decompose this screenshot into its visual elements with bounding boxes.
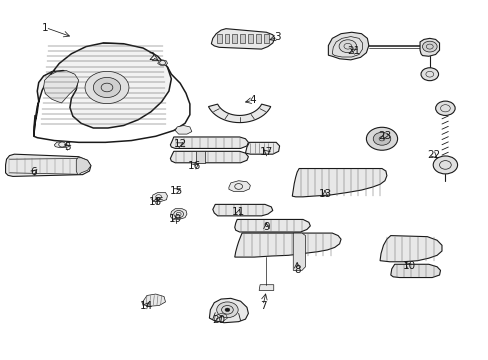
Text: 17: 17	[259, 147, 272, 157]
Circle shape	[432, 156, 457, 174]
Circle shape	[420, 68, 438, 81]
Text: 11: 11	[231, 207, 245, 217]
Polygon shape	[390, 264, 440, 278]
Polygon shape	[211, 29, 274, 49]
Text: 19: 19	[168, 215, 182, 224]
Polygon shape	[5, 154, 91, 176]
Polygon shape	[419, 39, 439, 56]
Circle shape	[366, 127, 397, 150]
Polygon shape	[43, 71, 79, 103]
Text: 22: 22	[426, 150, 439, 160]
Polygon shape	[195, 150, 204, 163]
Text: 18: 18	[149, 197, 162, 207]
Polygon shape	[328, 32, 368, 60]
Polygon shape	[170, 137, 248, 148]
Circle shape	[435, 101, 454, 116]
Text: 16: 16	[188, 161, 201, 171]
Polygon shape	[170, 209, 186, 220]
Polygon shape	[152, 193, 167, 202]
Circle shape	[224, 308, 229, 312]
Polygon shape	[240, 34, 244, 43]
Text: 12: 12	[173, 139, 186, 149]
Text: 2: 2	[148, 52, 155, 62]
Polygon shape	[232, 34, 237, 43]
Polygon shape	[259, 285, 273, 291]
Polygon shape	[142, 294, 165, 306]
Polygon shape	[224, 34, 229, 43]
Circle shape	[372, 132, 390, 145]
Polygon shape	[158, 60, 167, 65]
Polygon shape	[208, 104, 270, 123]
Text: 8: 8	[293, 265, 300, 275]
Text: 7: 7	[259, 301, 266, 311]
Polygon shape	[228, 181, 250, 192]
Polygon shape	[293, 233, 305, 270]
Text: 21: 21	[347, 46, 360, 56]
Circle shape	[216, 302, 238, 318]
Polygon shape	[170, 151, 248, 163]
Text: 10: 10	[402, 261, 415, 271]
Circle shape	[338, 40, 356, 53]
Circle shape	[85, 71, 129, 104]
Text: 13: 13	[318, 189, 331, 199]
Text: 1: 1	[42, 23, 49, 33]
Text: 3: 3	[274, 32, 281, 42]
Circle shape	[422, 41, 436, 52]
Circle shape	[93, 77, 121, 98]
Polygon shape	[234, 220, 310, 232]
Polygon shape	[379, 235, 441, 262]
Polygon shape	[245, 142, 279, 154]
Text: 20: 20	[212, 315, 225, 325]
Text: 4: 4	[248, 95, 255, 105]
Polygon shape	[234, 233, 340, 257]
Polygon shape	[34, 43, 171, 136]
Text: 6: 6	[30, 167, 37, 177]
Text: 5: 5	[64, 142, 71, 152]
Polygon shape	[292, 168, 386, 197]
Text: 15: 15	[169, 186, 183, 196]
Polygon shape	[248, 34, 253, 43]
Polygon shape	[54, 141, 70, 148]
Polygon shape	[209, 298, 248, 323]
Polygon shape	[76, 158, 91, 175]
Text: 14: 14	[139, 301, 152, 311]
Text: 9: 9	[263, 222, 269, 232]
Text: 23: 23	[378, 131, 391, 141]
Polygon shape	[212, 204, 272, 216]
Polygon shape	[256, 34, 261, 43]
Polygon shape	[264, 34, 268, 43]
Polygon shape	[216, 34, 221, 43]
Polygon shape	[175, 126, 191, 134]
